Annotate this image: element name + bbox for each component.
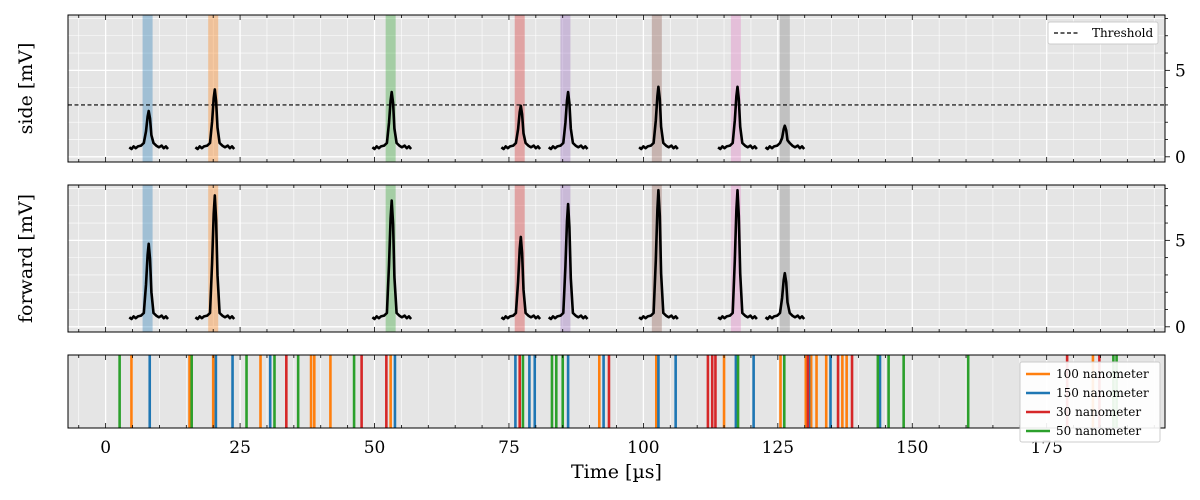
event-span <box>514 15 525 162</box>
pulse-trace <box>638 85 679 151</box>
pulse-trace <box>764 124 806 151</box>
pulse-trace <box>371 90 413 151</box>
pulse-trace <box>638 188 679 321</box>
event-span <box>385 15 396 162</box>
pulse-trace <box>500 235 542 321</box>
pulse-trace <box>128 242 170 321</box>
pulse-trace <box>371 199 413 321</box>
event-span <box>385 185 396 332</box>
x-tick-label: 100 <box>627 438 659 458</box>
x-axis-label: Time [µs] <box>571 461 662 483</box>
pulse-trace <box>194 194 236 321</box>
x-tick-label: 0 <box>100 438 111 458</box>
x-tick-label: 25 <box>229 438 251 458</box>
y-tick-label: 0 <box>1175 318 1186 338</box>
pulse-trace <box>547 202 589 321</box>
pulse-trace <box>547 90 589 151</box>
legend-box <box>1019 361 1161 443</box>
legend-label: 150 nanometer <box>1056 386 1149 400</box>
legend-threshold-label: Threshold <box>1092 26 1154 40</box>
event-span <box>142 15 153 162</box>
pulse-trace <box>128 109 170 151</box>
legend-label: 100 nanometer <box>1056 367 1149 381</box>
pulse-trace <box>717 188 758 321</box>
pulse-trace <box>764 271 806 321</box>
y-tick-label: 5 <box>1175 231 1186 251</box>
x-tick-label: 150 <box>896 438 928 458</box>
pulse-trace <box>500 104 542 151</box>
event-span <box>779 15 790 162</box>
event-span <box>560 15 571 162</box>
y-tick-label: 5 <box>1175 61 1186 81</box>
pulse-trace <box>194 88 236 151</box>
event-span <box>779 185 790 332</box>
y-axis-label: side [mV] <box>15 43 37 135</box>
legend-label: 30 nanometer <box>1056 405 1141 419</box>
pulse-trace <box>717 85 758 151</box>
legend-label: 50 nanometer <box>1056 424 1141 438</box>
legend-box <box>1047 21 1159 45</box>
x-tick-label: 75 <box>498 438 520 458</box>
x-tick-label: 175 <box>1030 438 1062 458</box>
x-tick-label: 125 <box>762 438 794 458</box>
event-span <box>208 15 219 162</box>
event-span <box>730 15 741 162</box>
y-tick-label: 0 <box>1175 148 1186 168</box>
y-axis-label: forward [mV] <box>15 194 37 323</box>
x-tick-label: 50 <box>364 438 386 458</box>
event-span <box>651 15 662 162</box>
